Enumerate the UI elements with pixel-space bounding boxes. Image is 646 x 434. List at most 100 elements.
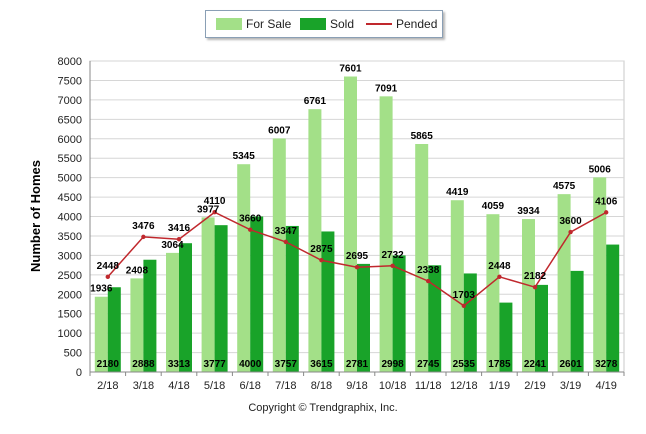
- x-tick-label: 6/18: [239, 380, 260, 392]
- bar-for-sale: [593, 177, 607, 372]
- data-label-for-sale: 4419: [446, 187, 469, 198]
- data-label-sold: 4000: [239, 359, 262, 370]
- bar-sold: [321, 231, 335, 372]
- data-label-sold: 3615: [310, 359, 333, 370]
- y-axis: 0 500 1000 1500 2000 2500 3000 3500 4000 4500 5000…: [58, 56, 91, 379]
- bar-sold: [499, 302, 513, 372]
- pended-point: [426, 278, 431, 284]
- x-tick-label: 4/19: [595, 380, 616, 392]
- data-label-sold: 3757: [275, 359, 298, 370]
- x-tick-label: 4/18: [168, 380, 189, 392]
- data-label-pended: 1703: [453, 290, 476, 301]
- y-tick-label: 3500: [58, 231, 82, 243]
- data-label-pended: 3416: [168, 223, 191, 234]
- bar-for-sale: [130, 278, 144, 372]
- data-label-sold: 3278: [595, 359, 618, 370]
- bar-for-sale: [272, 138, 286, 372]
- pended-point: [248, 227, 253, 232]
- data-label-sold: 3777: [203, 359, 226, 370]
- pended-point: [497, 274, 502, 280]
- pended-point: [105, 274, 111, 280]
- data-label-pended: 3660: [239, 214, 262, 225]
- pended-point: [212, 210, 217, 215]
- bar-for-sale: [415, 143, 429, 372]
- pended-point: [568, 229, 573, 235]
- data-label-for-sale: 1936: [90, 284, 113, 295]
- data-label-for-sale: 2408: [126, 265, 149, 276]
- data-label-pended: 2448: [488, 261, 511, 272]
- y-tick-label: 3000: [58, 250, 82, 262]
- data-label-pended: 4110: [204, 196, 226, 207]
- data-label-for-sale: 5865: [411, 131, 434, 142]
- data-label-pended: 2695: [346, 251, 369, 262]
- y-tick-label: 5000: [58, 173, 82, 185]
- data-label-for-sale: 7601: [339, 64, 362, 75]
- data-label-pended: 2732: [381, 250, 404, 261]
- x-tick-label: 2/18: [97, 380, 118, 392]
- legend-label-pended: Pended: [396, 17, 438, 31]
- x-tick-label: 3/19: [560, 380, 581, 392]
- pended-line: [105, 210, 609, 308]
- data-label-for-sale: 5006: [589, 164, 612, 175]
- data-labels: 1936 2180 2408 2888 3064 3313 3977 3777 5345 4000…: [90, 64, 618, 370]
- y-tick-label: 8000: [58, 56, 82, 68]
- data-label-pended: 2448: [97, 261, 120, 272]
- x-tick-label: 9/18: [346, 380, 367, 392]
- bar-for-sale: [450, 200, 464, 372]
- bar-sold: [179, 243, 192, 372]
- data-label-sold: 2781: [346, 359, 369, 370]
- bar-for-sale: [166, 252, 179, 372]
- data-label-for-sale: 4059: [482, 201, 505, 212]
- data-label-sold: 1785: [488, 359, 511, 370]
- data-label-sold: 2745: [417, 359, 440, 370]
- data-label-for-sale: 6007: [268, 125, 291, 136]
- bar-for-sale: [522, 219, 535, 372]
- data-label-sold: 3313: [168, 359, 191, 370]
- x-tick-label: 10/18: [379, 380, 407, 392]
- data-label-pended: 4106: [595, 196, 618, 207]
- bar-for-sale: [486, 214, 500, 372]
- pended-point: [141, 234, 146, 240]
- pended-point: [461, 303, 466, 308]
- y-tick-label: 2500: [58, 270, 82, 282]
- pended-point: [604, 210, 609, 215]
- y-tick-label: 5500: [58, 153, 82, 165]
- bar-sold: [357, 263, 370, 372]
- legend-swatch-pended: [366, 23, 392, 25]
- y-tick-label: 6500: [58, 114, 82, 126]
- data-label-sold: 2601: [559, 359, 582, 370]
- x-axis: 2/18 3/18 4/18 5/18 6/18 7/18 8/18 9/18 10/18 11/…: [89, 371, 625, 392]
- data-label-for-sale: 4575: [553, 181, 576, 192]
- x-tick-label: 5/18: [204, 380, 225, 392]
- pended-point: [390, 263, 395, 268]
- bar-sold: [143, 259, 157, 372]
- data-label-pended: 2338: [417, 265, 440, 276]
- data-label-for-sale: 5345: [233, 151, 256, 162]
- bar-for-sale: [557, 194, 571, 372]
- y-tick-label: 2000: [58, 289, 82, 301]
- y-tick-label: 6000: [58, 134, 82, 146]
- legend-swatch-for-sale: [216, 18, 242, 30]
- bar-for-sale: [308, 109, 322, 372]
- pended-point: [283, 239, 288, 245]
- data-label-for-sale: 3934: [517, 206, 540, 217]
- legend-label-for-sale: For Sale: [246, 17, 292, 31]
- data-label-for-sale: 6761: [304, 96, 327, 107]
- data-label-pended: 2182: [524, 271, 547, 282]
- y-tick-label: 500: [64, 348, 82, 360]
- y-tick-label: 0: [76, 367, 82, 379]
- data-label-pended: 2875: [310, 244, 333, 255]
- bar-sold: [214, 225, 228, 372]
- y-axis-title: Number of Homes: [28, 160, 43, 272]
- y-tick-label: 7500: [58, 75, 82, 87]
- bar-for-sale: [379, 96, 393, 372]
- legend-swatch-sold: [300, 18, 326, 30]
- bar-sold: [463, 273, 477, 372]
- data-label-sold: 2888: [132, 359, 155, 370]
- pended-point: [354, 265, 360, 270]
- x-tick-label: 3/18: [133, 380, 154, 392]
- bar-for-sale: [237, 164, 251, 372]
- y-tick-label: 4500: [58, 192, 82, 204]
- bar-for-sale: [94, 296, 108, 372]
